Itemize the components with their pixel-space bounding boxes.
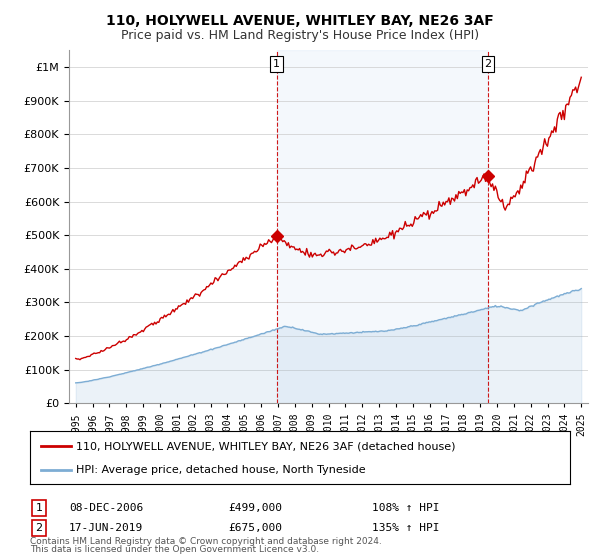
Text: 17-JUN-2019: 17-JUN-2019 (69, 523, 143, 533)
Text: 110, HOLYWELL AVENUE, WHITLEY BAY, NE26 3AF: 110, HOLYWELL AVENUE, WHITLEY BAY, NE26 … (106, 14, 494, 28)
Bar (277, 50, 488, 403)
Text: Price paid vs. HM Land Registry's House Price Index (HPI): Price paid vs. HM Land Registry's House … (121, 29, 479, 42)
Text: £499,000: £499,000 (228, 503, 282, 513)
Text: 110, HOLYWELL AVENUE, WHITLEY BAY, NE26 3AF (detached house): 110, HOLYWELL AVENUE, WHITLEY BAY, NE26 … (76, 441, 455, 451)
Text: 1: 1 (273, 59, 280, 69)
Text: 108% ↑ HPI: 108% ↑ HPI (372, 503, 439, 513)
Text: 1: 1 (35, 503, 43, 513)
Text: 08-DEC-2006: 08-DEC-2006 (69, 503, 143, 513)
Text: Contains HM Land Registry data © Crown copyright and database right 2024.: Contains HM Land Registry data © Crown c… (30, 537, 382, 546)
Text: 2: 2 (484, 59, 491, 69)
Text: 2: 2 (35, 523, 43, 533)
Text: 135% ↑ HPI: 135% ↑ HPI (372, 523, 439, 533)
Text: This data is licensed under the Open Government Licence v3.0.: This data is licensed under the Open Gov… (30, 545, 319, 554)
Text: £675,000: £675,000 (228, 523, 282, 533)
Text: HPI: Average price, detached house, North Tyneside: HPI: Average price, detached house, Nort… (76, 464, 365, 474)
